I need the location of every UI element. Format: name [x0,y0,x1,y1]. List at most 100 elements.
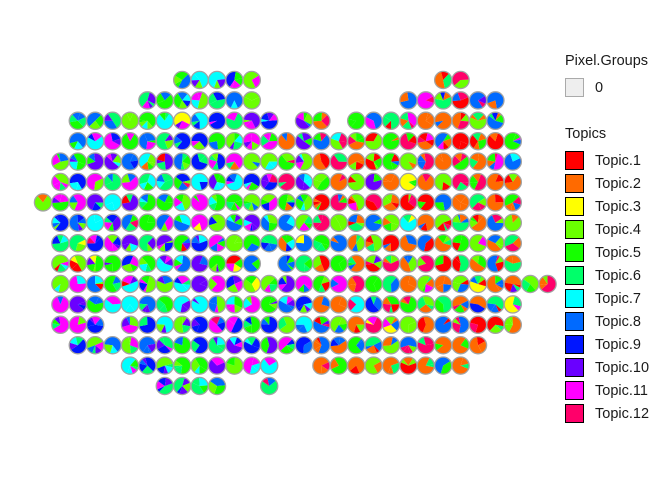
spot-pie [364,315,383,335]
pie-slice [504,282,513,293]
pie-slice [512,202,522,211]
pie-slice [190,358,200,373]
pie-slice [89,120,101,130]
spot-outline [503,315,523,335]
spot-pie [312,131,331,151]
pie-slice [208,255,226,271]
spot-pie [503,131,523,151]
pie-slice [417,336,426,346]
pie-slice [69,342,78,351]
pie-slice [408,120,415,129]
pie-slice [69,161,78,171]
pie-slice [486,115,504,130]
pie-slice [53,222,61,230]
pie-slice [225,152,243,169]
pie-slice [417,254,435,273]
spot-pie [138,233,157,253]
pie-slice [138,119,148,123]
pie-slice [243,173,261,187]
pie-slice [455,316,461,325]
pie-slice [269,132,272,142]
spot-pie [259,335,279,355]
pie-slice [457,214,461,223]
pie-slice [208,202,217,211]
spot-pie [120,315,140,335]
pie-slice [156,214,170,231]
spot-pie [207,111,227,131]
spot-pie [329,193,349,212]
pie-slice [243,120,252,127]
pie-slice [495,112,502,121]
pie-slice [146,141,156,150]
pie-slice [60,182,69,189]
pie-slice [295,295,313,309]
pie-slice [313,173,328,182]
pie-slice [57,263,67,273]
pie-slice [192,214,209,232]
pie-slice [460,363,470,369]
pie-slice [197,92,209,110]
spot-pie [381,315,401,335]
spot-pie [155,213,175,233]
pie-slice [417,341,435,354]
spot-pie [120,233,140,253]
spot-pie [259,131,279,151]
pie-slice [452,97,470,110]
pie-slice [95,284,104,291]
spot-pie [451,335,470,355]
pie-slice [158,336,165,346]
pie-slice [234,77,243,86]
spot-pie [312,152,331,171]
pie-slice [191,120,200,127]
spot-pie [277,315,296,335]
spot-pie [399,295,418,314]
pie-slice [472,214,479,223]
spot-pie [138,91,157,110]
pie-slice [160,91,171,101]
spot-pie [51,152,70,171]
pie-slice [312,356,330,375]
pie-slice [243,356,254,374]
spot-pie [486,254,505,273]
topic-legend-entry: Topic.5 [565,241,649,264]
spot-pie [207,91,227,110]
pie-slice [312,320,330,334]
pie-slice [156,113,174,130]
pie-slice [460,217,470,223]
pie-slice [69,182,78,191]
pie-slice [347,263,357,271]
pie-slice [208,295,217,305]
pie-slice [434,112,452,130]
spot-pie [294,315,314,335]
spot-pie [433,152,453,171]
spot-pie [451,70,470,90]
pie-slice [243,234,261,251]
pie-slice [469,117,487,130]
spot-pie [399,274,418,294]
spot-pie [190,70,209,90]
spot-pie [364,213,383,233]
pie-slice [486,214,504,232]
pie-slice [194,80,203,89]
pie-slice [59,152,69,162]
spot-pie [155,295,175,314]
spot-pie [312,172,331,192]
pie-slice [364,214,383,232]
pie-slice [269,284,278,293]
spot-pie [329,172,349,192]
pie-slice [330,340,348,354]
spot-pie [172,172,192,192]
pie-slice [382,222,392,232]
spot-pie [468,152,488,171]
pie-slice [69,336,78,346]
spot-pie [538,274,557,294]
pie-slice [280,275,296,293]
pie-slice [121,336,131,354]
pie-slice [260,135,270,147]
spot-pie [468,315,488,335]
spot-pie [364,152,383,171]
pie-slice [279,316,296,334]
pie-slice [347,197,357,205]
spot-pie [172,315,192,335]
pie-slice [243,297,252,309]
